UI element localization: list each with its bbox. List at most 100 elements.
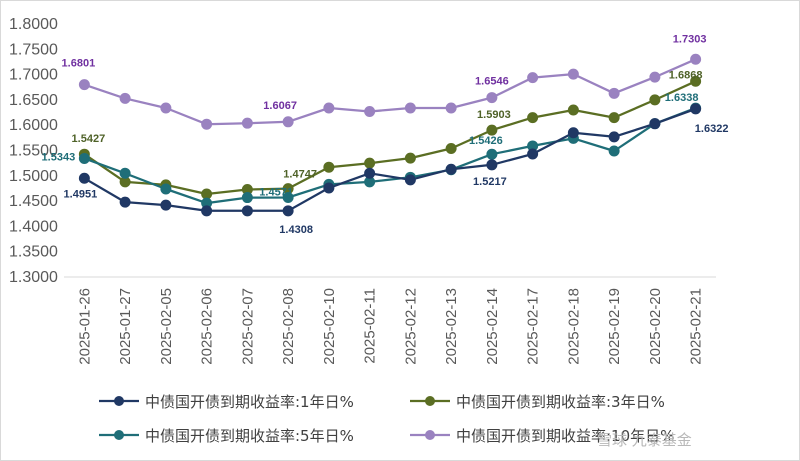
legend-marker-1	[425, 396, 435, 406]
y-tick-label: 1.5500	[9, 143, 58, 160]
data-point	[364, 167, 376, 179]
x-tick-label: 2025-02-05	[158, 288, 175, 365]
x-tick-label: 2025-02-19	[606, 288, 623, 365]
x-tick-label: 2025-02-13	[443, 288, 460, 365]
x-tick-label: 2025-02-08	[280, 288, 297, 365]
data-point	[282, 116, 294, 128]
data-label: 1.6067	[263, 100, 297, 112]
data-point	[201, 188, 213, 200]
legend-marker-3	[425, 430, 435, 440]
data-point	[486, 148, 498, 160]
data-point	[567, 104, 579, 116]
data-point	[119, 196, 131, 208]
x-axis: 2025-01-26 2025-01-27 2025-02-05 2025-02-06…	[64, 276, 716, 365]
data-point	[160, 183, 172, 195]
data-point	[160, 102, 172, 114]
data-point	[445, 142, 457, 154]
data-point	[527, 148, 539, 160]
data-point	[160, 199, 172, 211]
y-tick-label: 1.5000	[9, 168, 58, 185]
legend-label-1: 中债国开债到期收益率:3年日%	[456, 393, 665, 411]
data-point	[608, 145, 620, 157]
x-tick-label: 2025-02-11	[362, 288, 379, 364]
data-point	[282, 192, 294, 204]
data-label: 1.6322	[695, 123, 729, 135]
data-point	[486, 159, 498, 171]
data-point	[690, 53, 702, 65]
data-point	[486, 92, 498, 104]
data-point	[608, 112, 620, 124]
data-point	[119, 92, 131, 104]
data-point	[567, 127, 579, 139]
data-label: 1.6546	[475, 76, 509, 88]
data-label: 1.6801	[62, 58, 96, 70]
x-tick-label: 2025-02-06	[199, 288, 216, 365]
data-label: 1.4308	[279, 224, 313, 236]
series-markers	[78, 53, 702, 217]
series-line-0	[83, 107, 696, 212]
data-point	[608, 87, 620, 99]
legend-marker-0	[114, 396, 124, 406]
y-axis: 1.3000 1.3500 1.4000 1.4500 1.5000 1.5500 1.60…	[9, 16, 58, 286]
data-point	[241, 117, 253, 129]
data-point	[364, 157, 376, 169]
data-labels: 1.4951 1.4308 1.5217 1.6322 1.5427 1.4747 1.59…	[42, 33, 729, 236]
series-line-1	[83, 80, 697, 196]
x-tick-label: 2025-02-21	[688, 288, 705, 365]
data-point	[323, 182, 335, 194]
x-tick-label: 2025-01-27	[117, 288, 134, 365]
y-tick-label: 1.6000	[9, 117, 58, 134]
data-point	[404, 102, 416, 114]
data-label: 1.4571	[259, 187, 293, 199]
legend-label-0: 中债国开债到期收益率:1年日%	[145, 393, 354, 411]
data-label: 1.4951	[64, 188, 98, 200]
data-point	[364, 106, 376, 118]
data-point	[608, 131, 620, 143]
data-label: 1.6338	[665, 92, 699, 104]
y-tick-label: 1.8000	[9, 16, 58, 33]
data-point	[567, 68, 579, 80]
x-tick-label: 2025-02-17	[525, 288, 542, 365]
data-point	[690, 103, 702, 115]
data-label: 1.7303	[673, 33, 707, 45]
y-tick-label: 1.4500	[9, 193, 58, 210]
data-point	[78, 79, 90, 91]
legend-label-2: 中债国开债到期收益率:5年日%	[145, 427, 354, 445]
data-label: 1.6868	[669, 69, 703, 81]
data-point	[119, 167, 131, 179]
data-point	[649, 118, 661, 130]
watermark: 雪球 九泰基金	[597, 431, 692, 449]
data-label: 1.5217	[473, 176, 507, 188]
data-point	[78, 172, 90, 184]
data-label: 1.5426	[469, 135, 503, 147]
data-point	[649, 71, 661, 83]
legend-marker-2	[114, 430, 124, 440]
y-tick-label: 1.6500	[9, 92, 58, 109]
y-tick-label: 1.7000	[9, 67, 58, 84]
x-tick-label: 2025-02-12	[402, 288, 419, 365]
data-point	[486, 124, 498, 136]
x-tick-label: 2025-02-14	[484, 288, 501, 365]
data-point	[445, 163, 457, 175]
data-label: 1.5427	[72, 133, 106, 145]
data-point	[649, 94, 661, 106]
data-label: 1.5903	[477, 109, 511, 121]
data-point	[241, 192, 253, 204]
y-tick-label: 1.4000	[9, 218, 58, 235]
x-tick-label: 2025-01-26	[76, 288, 93, 365]
data-point	[201, 205, 213, 217]
series-line-3	[84, 58, 697, 126]
data-point	[445, 102, 457, 114]
data-point	[527, 112, 539, 124]
data-point	[323, 161, 335, 173]
y-tick-label: 1.7500	[9, 41, 58, 58]
x-tick-label: 2025-02-10	[321, 288, 338, 365]
data-point	[282, 205, 294, 217]
legend-label-3: 中债国开债到期收益率:10年日%	[456, 427, 674, 445]
data-point	[404, 174, 416, 186]
data-label: 1.4747	[283, 169, 317, 181]
y-tick-label: 1.3500	[9, 244, 58, 261]
data-point	[527, 72, 539, 84]
